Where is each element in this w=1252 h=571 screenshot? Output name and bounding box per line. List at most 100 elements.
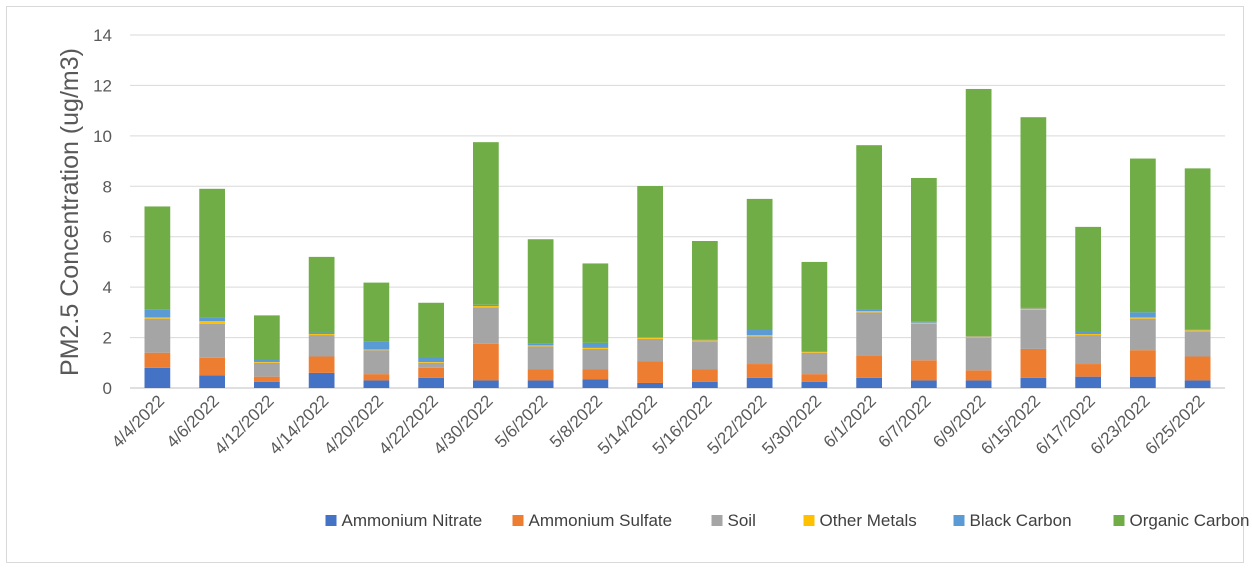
bar-segment — [1130, 312, 1156, 318]
bar-segment — [199, 188, 225, 318]
legend-swatch — [512, 515, 524, 526]
bar-segment — [801, 261, 828, 352]
bar-segment — [473, 142, 499, 305]
y-tick-label: 0 — [103, 379, 112, 398]
bar-segment — [254, 381, 280, 388]
x-tick-label: 6/25/2022 — [1142, 391, 1209, 458]
bar-stack — [637, 186, 663, 388]
bar-segment — [254, 362, 280, 363]
bar-segment — [527, 343, 554, 346]
bar-stack — [746, 198, 773, 388]
y-tick-label: 12 — [93, 76, 112, 95]
x-axis-ticks: 4/4/20224/6/20224/12/20224/14/20224/20/2… — [108, 391, 1208, 458]
bar-segment — [582, 347, 609, 349]
legend-label: Black Carbon — [970, 511, 1072, 530]
bar-segment — [692, 381, 718, 388]
bar-segment — [692, 341, 718, 370]
y-tick-label: 4 — [103, 278, 112, 297]
bar-segment — [637, 361, 663, 383]
bar-segment — [746, 336, 773, 365]
bar-stack — [418, 302, 444, 388]
bar-segment — [1020, 309, 1047, 349]
bar-stack — [1130, 158, 1156, 388]
legend-label: Other Metals — [820, 511, 917, 530]
bar-segment — [144, 318, 171, 353]
bar-segment — [1130, 317, 1156, 319]
bars — [144, 88, 1211, 388]
bar-segment — [1184, 168, 1211, 330]
legend: Ammonium Nitrate Ammonium Sulfate Soil Othe… — [325, 511, 1250, 530]
bar-segment — [582, 369, 609, 380]
bar-segment — [692, 339, 718, 341]
bar-segment — [199, 317, 225, 322]
bar-segment — [418, 362, 444, 363]
bar-segment — [144, 317, 171, 319]
bar-segment — [637, 337, 663, 338]
bar-segment — [418, 367, 444, 378]
bar-segment — [637, 337, 663, 339]
bar-segment — [1130, 350, 1156, 377]
bar-segment — [144, 309, 171, 318]
bar-stack — [965, 88, 992, 388]
y-axis-label: PM2.5 Concentration (ug/m3) — [56, 48, 84, 376]
bar-segment — [418, 356, 444, 363]
bar-segment — [582, 342, 609, 348]
y-tick-label: 6 — [103, 228, 112, 247]
bar-segment — [911, 321, 937, 323]
bar-segment — [965, 336, 992, 337]
bar-segment — [144, 206, 171, 310]
bar-segment — [746, 364, 773, 378]
bar-segment — [911, 323, 937, 361]
bar-stack — [911, 177, 937, 388]
bar-stack — [1020, 117, 1047, 388]
y-axis-ticks: 0 2 4 6 8 10 12 14 — [93, 26, 112, 398]
bar-stack — [144, 206, 171, 388]
bar-segment — [801, 351, 828, 352]
bar-segment — [911, 360, 937, 381]
bar-segment — [692, 241, 718, 340]
bar-segment — [637, 338, 663, 362]
legend-swatch — [1113, 515, 1125, 526]
legend-swatch — [953, 515, 965, 526]
bar-segment — [856, 312, 882, 356]
bar-segment — [911, 380, 937, 388]
bar-segment — [254, 359, 280, 363]
bar-segment — [308, 335, 335, 357]
bar-segment — [308, 332, 335, 335]
y-tick-label: 2 — [103, 329, 112, 348]
legend-label: Ammonium Nitrate — [342, 511, 483, 530]
bar-segment — [582, 263, 609, 343]
bar-segment — [856, 309, 882, 312]
bar-segment — [254, 362, 280, 377]
bar-segment — [582, 379, 609, 388]
bar-segment — [363, 341, 390, 350]
bar-segment — [856, 311, 882, 313]
x-tick-label: 5/30/2022 — [758, 391, 825, 458]
bar-segment — [527, 369, 554, 381]
legend-label: Ammonium Sulfate — [529, 511, 673, 530]
bar-segment — [308, 356, 335, 373]
bar-segment — [254, 376, 280, 382]
y-tick-label: 14 — [93, 26, 112, 45]
bar-segment — [363, 282, 390, 342]
bar-segment — [199, 375, 225, 388]
bar-stack — [1184, 168, 1211, 388]
bar-segment — [1184, 380, 1211, 388]
bar-segment — [1184, 329, 1211, 331]
bar-segment — [199, 323, 225, 358]
bar-stack — [308, 256, 335, 388]
bar-stack — [856, 145, 882, 388]
bar-segment — [418, 362, 444, 368]
bar-segment — [965, 370, 992, 381]
x-tick-label: 4/4/2022 — [108, 391, 168, 451]
bar-segment — [1075, 331, 1101, 335]
x-tick-label: 6/1/2022 — [820, 391, 880, 451]
bar-segment — [1130, 158, 1156, 313]
bar-segment — [1075, 376, 1101, 388]
bar-segment — [199, 321, 225, 324]
bar-segment — [1075, 364, 1101, 377]
bar-segment — [1075, 226, 1101, 332]
bar-segment — [801, 352, 828, 375]
bar-segment — [746, 335, 773, 337]
